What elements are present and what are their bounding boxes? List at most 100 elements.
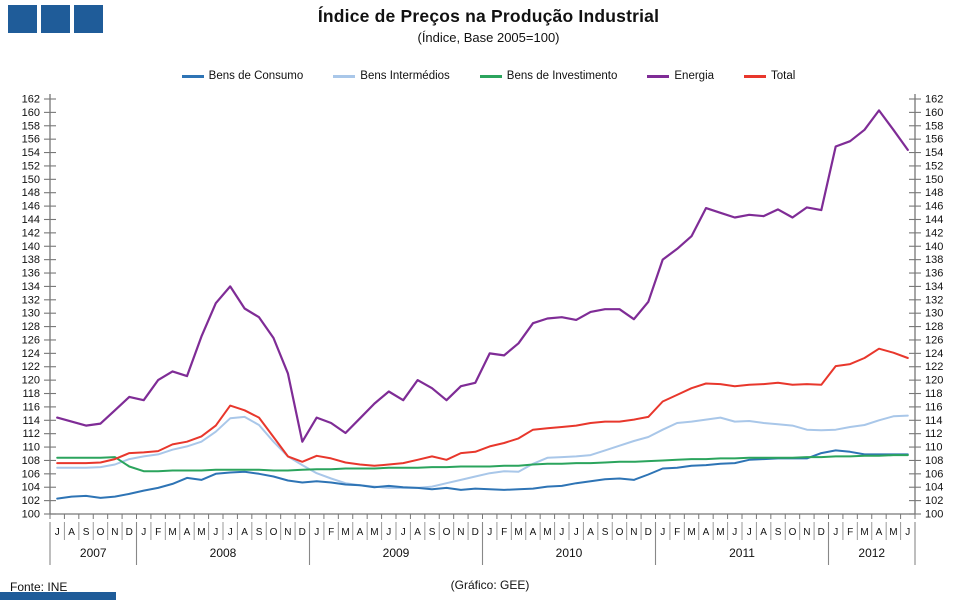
legend-label: Bens de Investimento bbox=[506, 70, 618, 82]
y-tick-label-right: 130 bbox=[925, 308, 943, 320]
month-label: A bbox=[414, 527, 421, 538]
legend-swatch-icon bbox=[333, 74, 356, 78]
logo-square bbox=[8, 5, 37, 33]
y-tick-label-left: 132 bbox=[22, 294, 40, 306]
y-tick-label-left: 142 bbox=[22, 227, 40, 239]
month-label: M bbox=[543, 527, 551, 538]
y-tick-label-right: 144 bbox=[925, 214, 943, 226]
month-label: J bbox=[141, 527, 146, 538]
y-tick-label-left: 128 bbox=[22, 321, 40, 333]
series-line-bens-de-investimento bbox=[56, 454, 909, 473]
month-label: S bbox=[83, 527, 90, 538]
y-tick-label-left: 136 bbox=[22, 268, 40, 280]
y-tick-label-left: 126 bbox=[22, 334, 40, 346]
y-tick-label-right: 162 bbox=[925, 94, 943, 106]
month-label: F bbox=[674, 527, 680, 538]
month-label: S bbox=[256, 527, 263, 538]
y-tick-label-left: 156 bbox=[22, 134, 40, 146]
y-tick-label-left: 148 bbox=[22, 187, 40, 199]
logo-square bbox=[41, 5, 70, 33]
month-label: A bbox=[241, 527, 248, 538]
month-label: N bbox=[111, 527, 118, 538]
legend-swatch-icon bbox=[744, 74, 767, 78]
month-label: J bbox=[732, 527, 737, 538]
month-label: S bbox=[775, 527, 782, 538]
y-tick-label-right: 120 bbox=[925, 375, 943, 387]
y-tick-label-left: 162 bbox=[22, 94, 40, 106]
y-tick-label-left: 130 bbox=[22, 308, 40, 320]
month-label: O bbox=[97, 527, 105, 538]
month-label: D bbox=[645, 527, 652, 538]
y-tick-label-right: 150 bbox=[925, 174, 943, 186]
chart-legend: Bens de Consumo Bens Intermédios Bens de I… bbox=[0, 70, 977, 82]
month-label: F bbox=[501, 527, 507, 538]
legend-swatch-icon bbox=[647, 74, 670, 78]
legend-swatch-icon bbox=[479, 74, 502, 78]
month-label: A bbox=[587, 527, 594, 538]
y-tick-label-left: 154 bbox=[22, 147, 40, 159]
y-tick-label-left: 122 bbox=[22, 361, 40, 373]
month-label: S bbox=[429, 527, 436, 538]
y-tick-label-left: 146 bbox=[22, 201, 40, 213]
month-label: J bbox=[213, 527, 218, 538]
legend-item: Bens de Consumo bbox=[181, 70, 304, 82]
y-tick-label-right: 116 bbox=[925, 401, 943, 413]
series-line-total bbox=[56, 347, 909, 467]
y-tick-label-right: 126 bbox=[925, 334, 943, 346]
year-label: 2010 bbox=[556, 546, 583, 560]
y-tick-label-right: 128 bbox=[925, 321, 943, 333]
y-tick-label-right: 110 bbox=[925, 442, 943, 454]
y-tick-label-left: 106 bbox=[22, 468, 40, 480]
month-label: D bbox=[818, 527, 825, 538]
y-tick-label-right: 156 bbox=[925, 134, 943, 146]
y-tick-label-right: 124 bbox=[925, 348, 943, 360]
y-tick-label-left: 102 bbox=[22, 495, 40, 507]
y-tick-label-right: 102 bbox=[925, 495, 943, 507]
page-title: Índice de Preços na Produção Industrial bbox=[317, 6, 660, 26]
month-label: D bbox=[126, 527, 133, 538]
y-tick-label-right: 118 bbox=[925, 388, 943, 400]
month-label: J bbox=[314, 527, 319, 538]
month-label: J bbox=[747, 527, 752, 538]
year-label: 2009 bbox=[383, 546, 410, 560]
y-tick-label-left: 144 bbox=[22, 214, 40, 226]
y-tick-label-left: 124 bbox=[22, 348, 40, 360]
month-label: A bbox=[68, 527, 75, 538]
month-label: J bbox=[660, 527, 665, 538]
y-tick-label-right: 132 bbox=[925, 294, 943, 306]
month-label: F bbox=[847, 527, 853, 538]
legend-label: Total bbox=[771, 70, 796, 82]
month-label: A bbox=[357, 527, 364, 538]
month-label: M bbox=[370, 527, 378, 538]
month-label: A bbox=[876, 527, 883, 538]
y-tick-label-left: 138 bbox=[22, 254, 40, 266]
bottom-brand-bar bbox=[0, 592, 116, 600]
month-label: M bbox=[514, 527, 522, 538]
y-tick-label-left: 140 bbox=[22, 241, 40, 253]
y-tick-label-right: 122 bbox=[925, 361, 943, 373]
month-label: M bbox=[860, 527, 868, 538]
month-label: J bbox=[574, 527, 579, 538]
y-tick-label-left: 110 bbox=[22, 442, 40, 454]
series-line-energia bbox=[56, 109, 909, 443]
y-tick-label-left: 100 bbox=[22, 509, 40, 521]
legend-label: Bens de Consumo bbox=[208, 70, 304, 82]
month-label: A bbox=[760, 527, 767, 538]
month-label: J bbox=[55, 527, 60, 538]
series-line-bens-de-consumo bbox=[56, 449, 909, 500]
y-tick-label-left: 160 bbox=[22, 107, 40, 119]
month-label: M bbox=[716, 527, 724, 538]
legend-item: Bens de Investimento bbox=[479, 70, 618, 82]
chart-header: Índice de Preços na Produção Industrial … bbox=[0, 6, 977, 45]
legend-item: Energia bbox=[647, 70, 714, 82]
month-label: O bbox=[443, 527, 451, 538]
month-label: J bbox=[559, 527, 564, 538]
series-line-bens-intermédios bbox=[56, 414, 909, 489]
month-label: J bbox=[905, 527, 910, 538]
y-tick-label-right: 160 bbox=[925, 107, 943, 119]
credit-note: (Gráfico: GEE) bbox=[450, 578, 530, 592]
logo-square bbox=[74, 5, 103, 33]
month-label: M bbox=[687, 527, 695, 538]
y-tick-label-right: 142 bbox=[925, 227, 943, 239]
